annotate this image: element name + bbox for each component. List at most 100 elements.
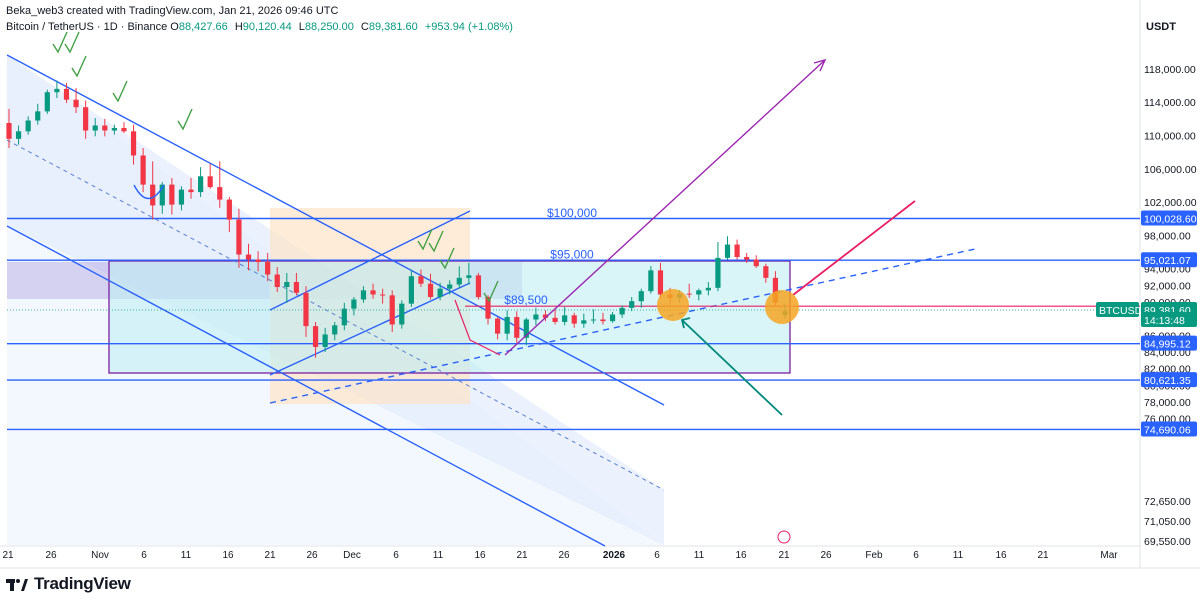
candle-body <box>169 184 175 205</box>
check-mark <box>112 80 128 103</box>
candle-body <box>102 125 108 131</box>
channel-lower-line <box>6 225 606 547</box>
x-tick-label: 11 <box>694 550 705 561</box>
price-label-100028-bg <box>1141 210 1197 226</box>
symbol-label[interactable]: Bitcoin / TetherUS · 1D · Binance <box>6 21 168 33</box>
x-tick-label: 6 <box>141 550 147 561</box>
price-label-84995-bg <box>1141 335 1197 351</box>
y-tick-label: 118,000.00 <box>1144 64 1196 76</box>
candle-body <box>312 326 319 347</box>
y-tick-label: 110,000.00 <box>1144 131 1196 143</box>
candle-body <box>92 125 98 131</box>
candle-body <box>130 131 137 156</box>
price-label-100028: 100,028.60 <box>1144 214 1197 226</box>
candle-body <box>744 257 750 260</box>
candle-body <box>408 276 414 304</box>
candle-body <box>35 111 41 121</box>
x-tick-label: 6 <box>654 550 660 561</box>
candle-body <box>274 274 280 288</box>
candle-body <box>657 270 664 295</box>
y-tick-label: 92,000.00 <box>1144 280 1191 292</box>
check-mark <box>428 230 444 253</box>
candle-body <box>447 284 453 289</box>
x-tick-label: 11 <box>953 550 964 561</box>
candle-body <box>140 155 146 185</box>
x-tick-label: 6 <box>913 550 919 561</box>
candle-body <box>533 314 539 320</box>
highlight-circle <box>657 289 689 321</box>
y-tick-label: 106,000.00 <box>1144 164 1197 176</box>
price-label-74690: 74,690.06 <box>1144 424 1191 436</box>
check-mark <box>177 108 193 131</box>
tradingview-logo-icon <box>6 579 28 591</box>
x-tick-label: Feb <box>865 550 883 561</box>
candle-body <box>178 189 185 205</box>
x-tick-label: Nov <box>91 550 109 561</box>
candle-body <box>437 288 443 298</box>
candle-body <box>6 123 12 139</box>
price-label-74690-bg <box>1141 421 1197 437</box>
check-mark <box>64 31 80 54</box>
symbol-price-tag-bg <box>1096 302 1139 317</box>
tradingview-brand: TradingView <box>34 574 131 593</box>
countdown-label-bg <box>1141 312 1197 327</box>
level-label: $95,000 <box>550 247 594 261</box>
price-label-80621-bg <box>1141 372 1197 388</box>
candle-body <box>734 244 740 258</box>
x-tick-label: 16 <box>995 550 1007 561</box>
candle-body <box>54 88 60 93</box>
candle-body <box>466 275 472 278</box>
x-tick-label: 26 <box>45 550 57 561</box>
candle-body <box>494 318 501 334</box>
x-tick-label: 21 <box>264 550 276 561</box>
x-tick-label: 6 <box>393 550 399 561</box>
candle-body <box>475 275 482 298</box>
candle-body <box>456 277 462 285</box>
candle-body <box>188 189 194 193</box>
projection-arrow-purple <box>504 59 826 356</box>
candle-body <box>207 176 213 188</box>
check-mark <box>52 31 68 54</box>
x-tick-label: 11 <box>433 550 444 561</box>
candle-body <box>226 199 232 220</box>
candle-body <box>217 187 223 200</box>
price-label-80621: 80,621.35 <box>1144 375 1191 387</box>
candle-body <box>236 219 242 255</box>
candle-body <box>360 290 367 300</box>
candle-body <box>715 257 721 288</box>
candle-body <box>63 88 70 100</box>
candle-body <box>514 316 520 338</box>
candle-body <box>341 308 347 326</box>
y-tick-label: 78,000.00 <box>1144 397 1191 409</box>
candle-body <box>73 99 79 108</box>
x-axis: 21 26 Nov 6 11 16 21 26 Dec 6 11 16 21 26 2026 6 11 16 21 2… <box>2 550 1118 561</box>
x-tick-label: Dec <box>343 550 361 561</box>
check-mark <box>483 280 499 303</box>
currency-label[interactable]: USDT <box>1146 21 1176 33</box>
x-tick-label: Mar <box>1100 550 1118 561</box>
tradingview-logo[interactable]: TradingView <box>6 573 131 595</box>
x-tick-label: 16 <box>222 550 234 561</box>
x-tick-label: 26 <box>820 550 832 561</box>
check-mark <box>71 55 87 78</box>
candle-body <box>332 325 338 335</box>
candle-body <box>159 184 165 206</box>
low-label: L <box>298 21 305 33</box>
y-tick-label: 69,550.00 <box>1144 536 1191 548</box>
candle-body <box>542 314 549 318</box>
candle-body <box>504 316 510 334</box>
candle-body <box>111 128 117 131</box>
candle-body <box>303 292 309 327</box>
lightning-icon <box>777 530 791 544</box>
price-label-95021-bg <box>1141 252 1197 268</box>
candle-body <box>150 184 156 206</box>
consolidation-box <box>108 260 791 374</box>
close-value: 89,381.60 <box>368 21 418 33</box>
candle-body <box>600 319 606 322</box>
candle-body <box>485 297 491 319</box>
price-label-84995: 84,995.12 <box>1144 339 1191 351</box>
created-by-line: Beka_web3 created with TradingView.com, … <box>6 5 339 17</box>
candle-body <box>255 259 261 263</box>
price-label-95021: 95,021.07 <box>1144 255 1191 267</box>
